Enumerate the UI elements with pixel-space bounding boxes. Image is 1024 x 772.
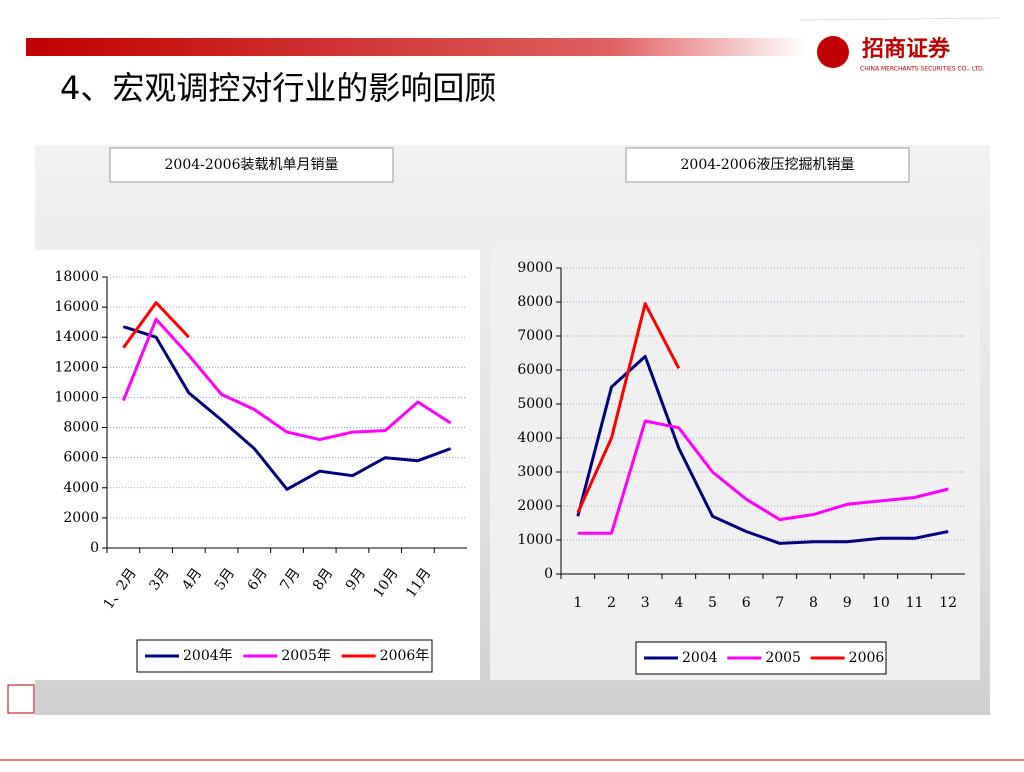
series-line: [122, 317, 452, 442]
logo-name: 招商证券: [862, 36, 951, 62]
legend-label: 2006年: [380, 648, 430, 664]
y-tick-label: 4000: [517, 430, 553, 446]
series-line: [577, 419, 949, 535]
y-tick-label: 14000: [54, 329, 99, 345]
x-tick-label: 11: [906, 595, 924, 611]
slide-title: 4、宏观调控对行业的影响回顾: [60, 69, 496, 107]
y-tick-label: 6000: [517, 362, 553, 378]
legend-label: 2006: [849, 650, 885, 666]
y-tick-label: 10000: [54, 389, 99, 405]
legend-label: 2004: [682, 650, 718, 666]
y-tick-label: 12000: [54, 359, 99, 375]
y-tick-label: 0: [544, 566, 553, 582]
x-tick-label: 6: [742, 595, 751, 611]
y-tick-label: 8000: [517, 294, 553, 310]
legend-label: 2005: [765, 650, 801, 666]
chart-panel: [490, 245, 980, 680]
series-line: [576, 354, 949, 545]
logo-icon: [817, 36, 849, 68]
y-tick-label: 0: [90, 540, 99, 556]
x-tick-label: 4: [674, 595, 683, 611]
legend-label: 2004年: [183, 648, 233, 664]
header-band: [26, 38, 806, 56]
y-tick-label: 16000: [54, 299, 99, 315]
y-tick-label: 5000: [517, 396, 553, 412]
x-tick-label: 10: [872, 595, 890, 611]
x-tick-label: 5: [708, 595, 717, 611]
x-tick-label: 8: [809, 595, 818, 611]
x-tick-label: 3: [641, 595, 650, 611]
x-tick-label: 2: [607, 595, 616, 611]
header-line: [799, 17, 1001, 21]
chart-title-box: [109, 147, 394, 183]
y-tick-label: 1000: [517, 532, 553, 548]
y-tick-label: 2000: [63, 510, 99, 526]
y-tick-label: 6000: [63, 450, 99, 466]
seal: [7, 684, 35, 714]
chart-panel: [35, 250, 480, 680]
series-line: [122, 325, 452, 491]
legend-box: [136, 639, 433, 673]
chart-title: 2004-2006装载机单月销量: [165, 157, 339, 173]
x-tick-label: 1: [573, 595, 582, 611]
y-tick-label: 4000: [63, 480, 99, 496]
x-tick-label: 9: [843, 595, 852, 611]
legend-label: 2005年: [281, 648, 331, 664]
series-line: [576, 302, 681, 514]
y-tick-label: 9000: [517, 260, 553, 276]
logo-sub: CHINA MERCHANTS SECURITIES CO., LTD.: [860, 66, 985, 73]
y-tick-label: 18000: [54, 269, 99, 285]
chart-title: 2004-2006液压挖掘机销量: [681, 157, 855, 173]
x-tick-label: 7: [775, 595, 784, 611]
y-tick-label: 7000: [517, 328, 553, 344]
chart-title-box: [625, 147, 910, 183]
x-tick-label: 12: [939, 595, 957, 611]
y-tick-label: 3000: [517, 464, 553, 480]
y-tick-label: 8000: [63, 420, 99, 436]
series-line: [122, 301, 190, 349]
y-tick-label: 2000: [517, 498, 553, 514]
